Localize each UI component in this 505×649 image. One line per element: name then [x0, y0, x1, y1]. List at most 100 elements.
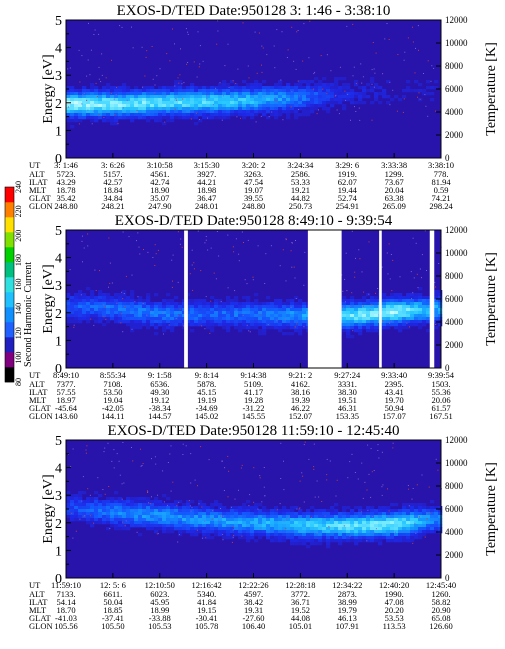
spectrogram-cell [230, 92, 235, 96]
spectrogram-cell [102, 95, 107, 99]
orbit-value: 6536. [150, 379, 169, 389]
noise-pixel [294, 326, 296, 328]
spectrogram-cell [106, 497, 111, 501]
spectrogram-cell [142, 116, 147, 120]
spectrogram-cell [346, 506, 351, 510]
spectrogram-cell [250, 518, 255, 522]
spectrogram-cell [406, 536, 411, 540]
spectrogram-cell [414, 527, 419, 531]
spectrogram-cell [426, 524, 431, 528]
spectrogram-cell [338, 539, 343, 543]
spectrogram-cell [94, 113, 99, 117]
spectrogram-cell [238, 509, 243, 513]
spectrogram-cell [202, 512, 207, 516]
spectrogram-cell [406, 317, 411, 321]
orbit-value: 74.21 [431, 193, 450, 203]
spectrogram-cell [166, 317, 171, 321]
spectrogram-cell [302, 89, 307, 93]
spectrogram-cell [238, 305, 243, 309]
spectrogram-cell [294, 110, 299, 114]
spectrogram-cell [358, 518, 363, 522]
spectrogram-cell [286, 521, 291, 525]
noise-pixel [231, 506, 232, 508]
noise-pixel [390, 254, 392, 255]
spectrogram-cell [114, 107, 119, 111]
noise-pixel [122, 521, 124, 523]
spectrogram-cell [194, 101, 199, 105]
spectrogram-cell [350, 530, 355, 534]
spectrogram-cell [338, 527, 343, 531]
noise-pixel [414, 523, 416, 525]
spectrogram-cell [90, 110, 95, 114]
spectrogram-cell [398, 539, 403, 543]
noise-pixel [297, 30, 299, 31]
spectrogram-cell [138, 509, 143, 513]
spectrogram-cell [234, 317, 239, 321]
spectrogram-cell [266, 95, 271, 99]
spectrogram-cell [346, 326, 351, 330]
spectrogram-cell [422, 323, 427, 327]
spectrogram-cell [202, 107, 207, 111]
spectrogram-cell [258, 86, 263, 90]
spectrogram-cell [122, 113, 127, 117]
noise-pixel [259, 313, 261, 315]
noise-pixel [83, 515, 85, 517]
spectrogram-cell [230, 536, 235, 540]
noise-pixel [417, 25, 419, 27]
spectrogram-cell [318, 101, 323, 105]
spectrogram-cell [114, 491, 119, 495]
spectrogram-cell [274, 314, 279, 318]
spectrogram-cell [298, 536, 303, 540]
noise-pixel [87, 59, 89, 61]
spectrogram-cell [274, 89, 279, 93]
spectrogram-cell [382, 536, 387, 540]
orbit-value: 47.54 [244, 177, 264, 187]
spectrogram-cell [174, 308, 179, 312]
noise-pixel [355, 83, 357, 85]
noise-pixel [308, 458, 310, 460]
noise-pixel [220, 515, 222, 517]
spectrogram-cell [190, 527, 195, 531]
spectrogram-cell [122, 305, 127, 309]
spectrogram-cell [402, 533, 407, 537]
spectrogram-cell [206, 323, 211, 327]
spectrogram-cell [182, 89, 187, 93]
orbit-value: 18.90 [150, 185, 169, 195]
spectrogram-cell [330, 533, 335, 537]
noise-pixel [79, 518, 81, 520]
spectrogram-cell [162, 512, 167, 516]
noise-pixel [291, 242, 293, 243]
spectrogram-cell [362, 302, 367, 306]
spectrogram-cell [414, 518, 419, 522]
spectrogram-cell [294, 527, 299, 531]
spectrogram-cell [254, 533, 259, 537]
spectrogram-cell [342, 323, 347, 327]
spectrogram-cell [218, 116, 223, 120]
spectrogram-cell [318, 542, 323, 546]
right-tick-label: 8000 [445, 271, 464, 281]
noise-pixel [235, 83, 237, 84]
spectrogram-cell [358, 311, 363, 315]
spectrogram-cell [86, 101, 91, 105]
noise-pixel [140, 448, 141, 450]
spectrogram-cell [122, 506, 127, 510]
noise-pixel [147, 492, 148, 493]
orbit-value: 144.11 [101, 411, 124, 421]
spectrogram-cell [122, 515, 127, 519]
spectrogram-cell [154, 110, 159, 114]
spectrogram-cell [158, 314, 163, 318]
spectrogram-cell [370, 302, 375, 306]
orbit-value: 105.78 [195, 621, 218, 631]
spectrogram-cell [402, 506, 407, 510]
colorbar-label: Second Harmonic Current [23, 262, 34, 367]
spectrogram-cell [370, 305, 375, 309]
orbit-value: 18.85 [103, 605, 122, 615]
noise-pixel [132, 47, 134, 49]
spectrogram-cell [362, 326, 367, 330]
spectrogram-cell [238, 518, 243, 522]
spectrogram-cell [202, 521, 207, 525]
spectrogram-cell [150, 98, 155, 102]
spectrogram-cell [154, 107, 159, 111]
spectrogram-cell [294, 107, 299, 111]
spectrogram-cell [342, 83, 347, 87]
